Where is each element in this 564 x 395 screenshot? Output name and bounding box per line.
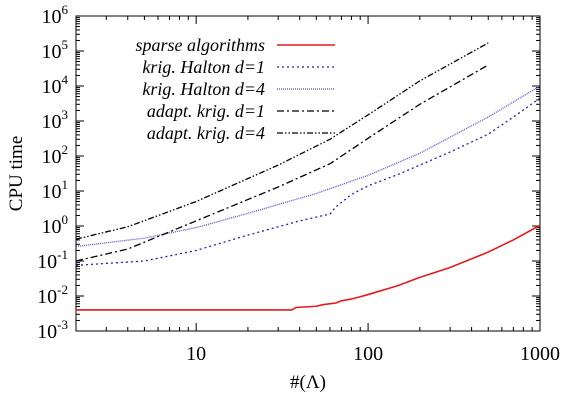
x-tick-label: 100 <box>353 343 383 365</box>
y-tick-exponent: 4 <box>62 72 69 87</box>
y-tick-label: 100 <box>42 212 69 238</box>
y-tick-base: 10 <box>37 321 57 343</box>
y-tick-base: 10 <box>37 286 57 308</box>
series-layer <box>75 42 541 311</box>
series-line-1 <box>75 97 541 267</box>
y-tick-exponent: 0 <box>62 212 69 227</box>
y-tick-base: 10 <box>42 181 62 203</box>
x-axis: 10 100 1000 <box>75 16 560 365</box>
y-tick-label: 10-1 <box>37 247 68 273</box>
y-tick-base: 10 <box>42 216 62 238</box>
y-tick-exponent: -3 <box>57 317 68 332</box>
y-tick-exponent: -2 <box>57 282 68 297</box>
y-tick-exponent: 3 <box>62 107 69 122</box>
y-tick-base: 10 <box>37 251 57 273</box>
y-tick-label: 104 <box>42 72 69 98</box>
y-tick-base: 10 <box>42 146 62 168</box>
plot-area-border <box>75 15 541 332</box>
plot-frame <box>75 15 541 332</box>
series-line-0 <box>76 224 541 311</box>
x-tick-label: 1000 <box>520 343 560 365</box>
y-tick-base: 10 <box>42 76 62 98</box>
y-tick-label: 106 <box>42 2 69 28</box>
legend-label: sparse algorithms <box>135 35 265 55</box>
y-tick-exponent: 5 <box>62 37 69 52</box>
x-axis-label: #(Λ) <box>290 372 326 393</box>
y-tick-base: 10 <box>42 41 62 63</box>
legend-label: adapt. krig. d=1 <box>147 101 265 121</box>
y-tick-exponent: -1 <box>57 247 68 262</box>
y-tick-base: 10 <box>42 111 62 133</box>
y-axis-label: CPU time <box>6 136 27 211</box>
y-tick-label: 102 <box>42 142 69 168</box>
y-tick-label: 101 <box>42 177 69 203</box>
x-tick-label: 10 <box>186 343 206 365</box>
y-tick-exponent: 1 <box>62 177 69 192</box>
y-tick-label: 10-3 <box>37 317 68 343</box>
series-line-2 <box>75 85 541 248</box>
y-tick-label: 105 <box>42 37 69 63</box>
legend-label: adapt. krig. d=4 <box>147 123 265 143</box>
y-tick-label: 103 <box>42 107 69 133</box>
series-line-4 <box>75 42 489 240</box>
y-tick-exponent: 2 <box>62 142 69 157</box>
y-tick-exponent: 6 <box>62 2 69 17</box>
legend-label: krig. Halton d=4 <box>142 79 265 99</box>
y-tick-label: 10-2 <box>37 282 68 308</box>
legend-label: krig. Halton d=1 <box>142 57 265 77</box>
y-tick-base: 10 <box>42 6 62 28</box>
series-line-3 <box>75 64 489 262</box>
